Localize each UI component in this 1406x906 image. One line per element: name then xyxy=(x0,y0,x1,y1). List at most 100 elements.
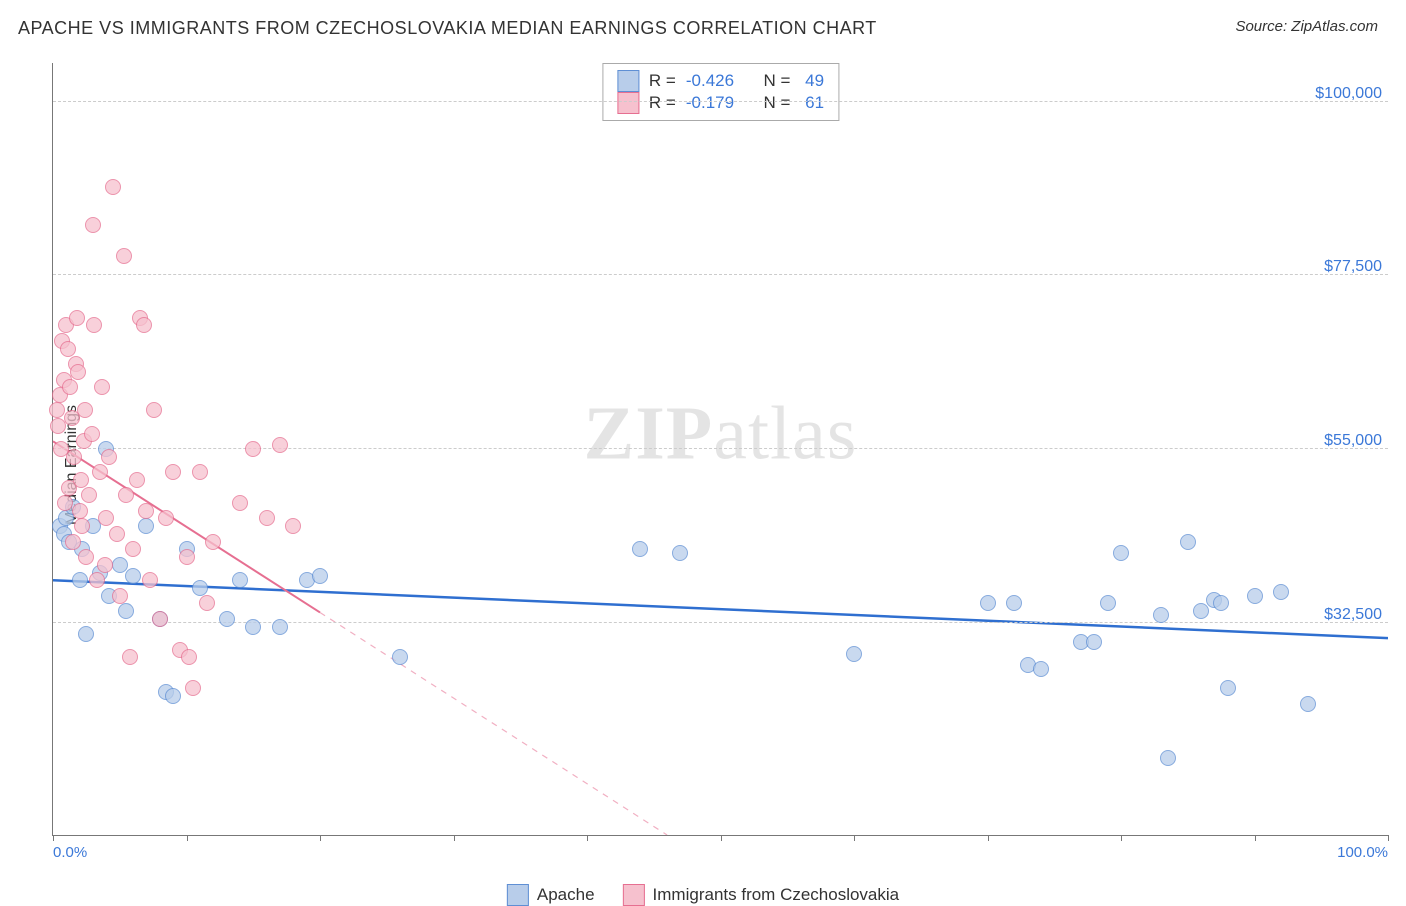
data-point xyxy=(112,588,128,604)
x-tick xyxy=(1388,835,1389,841)
data-point xyxy=(105,179,121,195)
data-point xyxy=(1273,584,1289,600)
legend-swatch xyxy=(623,884,645,906)
data-point xyxy=(1160,750,1176,766)
data-point xyxy=(129,472,145,488)
data-point xyxy=(181,649,197,665)
data-point xyxy=(136,317,152,333)
series-label: Apache xyxy=(537,885,595,905)
y-tick-label: $100,000 xyxy=(1315,85,1382,103)
legend-swatch xyxy=(617,70,639,92)
legend-n-value: 49 xyxy=(800,71,824,91)
x-tick xyxy=(320,835,321,841)
data-point xyxy=(92,464,108,480)
legend-r-label: R = xyxy=(649,71,676,91)
data-point xyxy=(85,217,101,233)
x-tick-label: 100.0% xyxy=(1337,844,1388,861)
data-point xyxy=(165,464,181,480)
data-point xyxy=(1180,534,1196,550)
data-point xyxy=(185,680,201,696)
data-point xyxy=(1113,545,1129,561)
source-attribution: Source: ZipAtlas.com xyxy=(1235,18,1378,35)
data-point xyxy=(285,518,301,534)
y-tick-label: $32,500 xyxy=(1324,606,1382,624)
data-point xyxy=(138,518,154,534)
data-point xyxy=(1193,603,1209,619)
data-point xyxy=(272,619,288,635)
x-tick xyxy=(854,835,855,841)
data-point xyxy=(97,557,113,573)
data-point xyxy=(49,402,65,418)
data-point xyxy=(66,449,82,465)
data-point xyxy=(78,549,94,565)
data-point xyxy=(72,572,88,588)
data-point xyxy=(199,595,215,611)
data-point xyxy=(57,495,73,511)
x-tick xyxy=(53,835,54,841)
gridline xyxy=(53,274,1388,275)
data-point xyxy=(70,364,86,380)
data-point xyxy=(392,649,408,665)
correlation-legend: R =-0.426 N = 49R =-0.179 N = 61 xyxy=(602,63,839,121)
data-point xyxy=(980,595,996,611)
legend-r-value: -0.179 xyxy=(686,93,734,113)
data-point xyxy=(179,549,195,565)
data-point xyxy=(118,487,134,503)
chart-container: Median Earnings ZIPatlas R =-0.426 N = 4… xyxy=(18,55,1388,874)
data-point xyxy=(73,472,89,488)
data-point xyxy=(1006,595,1022,611)
data-point xyxy=(89,572,105,588)
data-point xyxy=(192,580,208,596)
legend-r-label: R = xyxy=(649,93,676,113)
data-point xyxy=(1213,595,1229,611)
x-tick xyxy=(721,835,722,841)
data-point xyxy=(125,568,141,584)
data-point xyxy=(138,503,154,519)
data-point xyxy=(101,449,117,465)
data-point xyxy=(1100,595,1116,611)
data-point xyxy=(192,464,208,480)
legend-row: R =-0.179 N = 61 xyxy=(617,92,824,114)
data-point xyxy=(146,402,162,418)
data-point xyxy=(632,541,648,557)
data-point xyxy=(109,526,125,542)
data-point xyxy=(78,626,94,642)
data-point xyxy=(122,649,138,665)
data-point xyxy=(112,557,128,573)
legend-r-value: -0.426 xyxy=(686,71,734,91)
data-point xyxy=(165,688,181,704)
data-point xyxy=(142,572,158,588)
legend-n-label: N = xyxy=(764,71,791,91)
data-point xyxy=(81,487,97,503)
gridline xyxy=(53,101,1388,102)
x-tick-label: 0.0% xyxy=(53,844,87,861)
data-point xyxy=(62,379,78,395)
data-point xyxy=(65,534,81,550)
data-point xyxy=(1300,696,1316,712)
data-point xyxy=(94,379,110,395)
data-point xyxy=(1086,634,1102,650)
y-tick-label: $55,000 xyxy=(1324,432,1382,450)
x-tick xyxy=(1121,835,1122,841)
data-point xyxy=(116,248,132,264)
x-tick xyxy=(587,835,588,841)
y-tick-label: $77,500 xyxy=(1324,258,1382,276)
data-point xyxy=(312,568,328,584)
data-point xyxy=(272,437,288,453)
legend-n-value: 61 xyxy=(800,93,824,113)
plot-area: ZIPatlas R =-0.426 N = 49R =-0.179 N = 6… xyxy=(52,63,1388,836)
data-point xyxy=(245,619,261,635)
data-point xyxy=(125,541,141,557)
data-point xyxy=(672,545,688,561)
data-point xyxy=(205,534,221,550)
data-point xyxy=(152,611,168,627)
data-point xyxy=(74,518,90,534)
series-legend: ApacheImmigrants from Czechoslovakia xyxy=(507,884,899,906)
x-tick xyxy=(187,835,188,841)
data-point xyxy=(1247,588,1263,604)
data-point xyxy=(86,317,102,333)
data-point xyxy=(1033,661,1049,677)
chart-title: APACHE VS IMMIGRANTS FROM CZECHOSLOVAKIA… xyxy=(18,18,877,39)
legend-swatch xyxy=(617,92,639,114)
data-point xyxy=(1153,607,1169,623)
